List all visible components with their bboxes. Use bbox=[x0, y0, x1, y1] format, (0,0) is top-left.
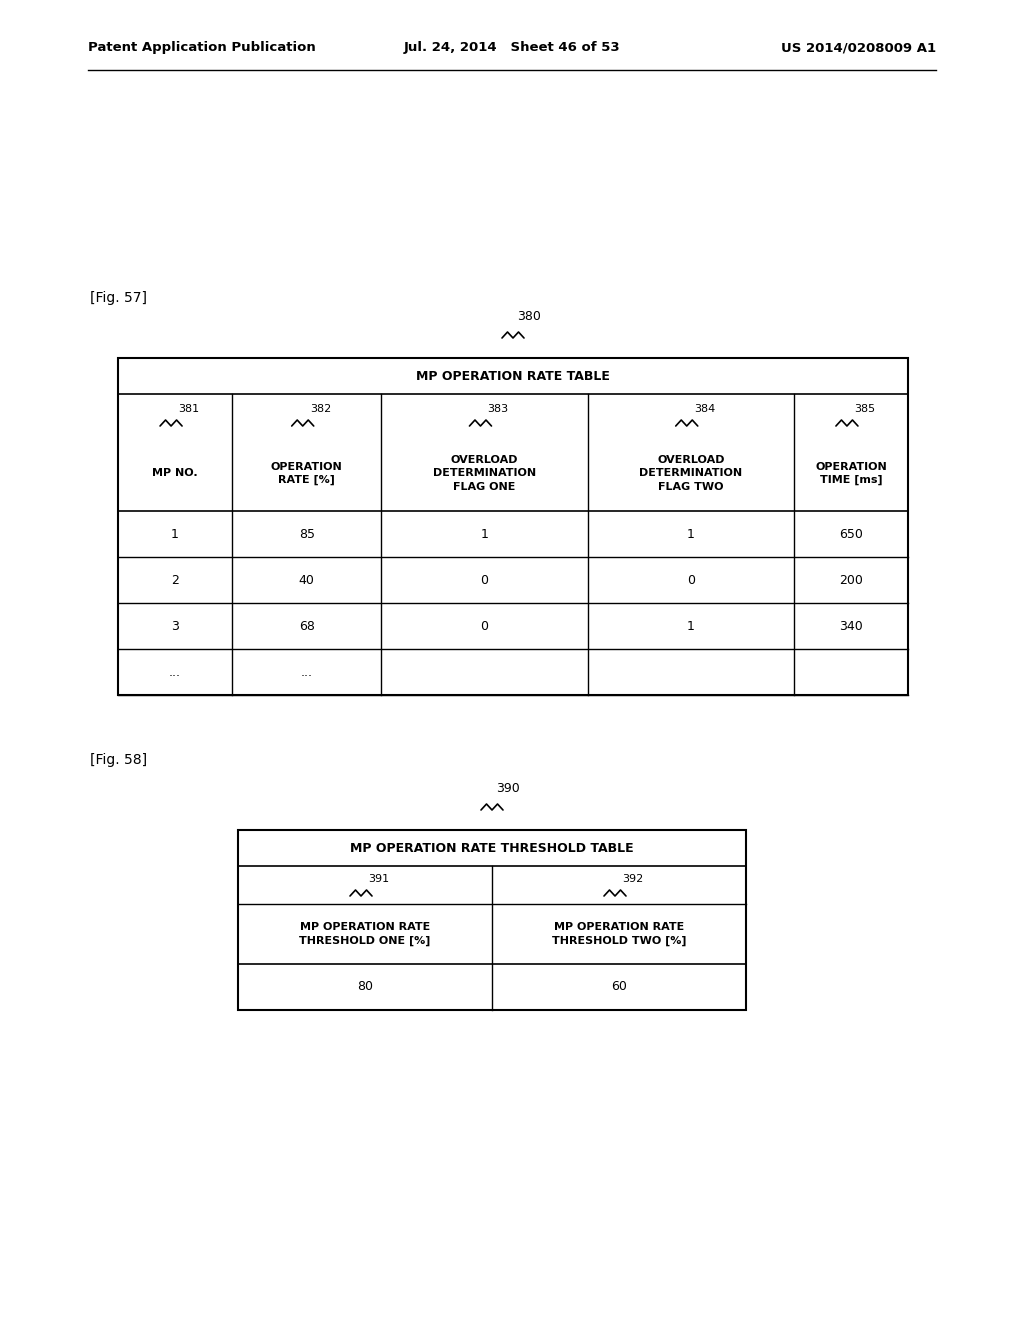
Text: 68: 68 bbox=[299, 619, 314, 632]
Text: 382: 382 bbox=[309, 404, 331, 414]
Text: [Fig. 58]: [Fig. 58] bbox=[90, 752, 147, 767]
Text: MP OPERATION RATE
THRESHOLD TWO [%]: MP OPERATION RATE THRESHOLD TWO [%] bbox=[552, 923, 686, 945]
Text: 200: 200 bbox=[839, 573, 863, 586]
Text: OPERATION
TIME [ms]: OPERATION TIME [ms] bbox=[815, 462, 887, 486]
Text: US 2014/0208009 A1: US 2014/0208009 A1 bbox=[781, 41, 936, 54]
Text: OVERLOAD
DETERMINATION
FLAG ONE: OVERLOAD DETERMINATION FLAG ONE bbox=[433, 455, 536, 492]
Text: Patent Application Publication: Patent Application Publication bbox=[88, 41, 315, 54]
Text: OPERATION
RATE [%]: OPERATION RATE [%] bbox=[270, 462, 343, 486]
Text: MP NO.: MP NO. bbox=[153, 469, 198, 479]
Text: 80: 80 bbox=[357, 981, 373, 994]
Text: 60: 60 bbox=[611, 981, 627, 994]
Text: 392: 392 bbox=[622, 874, 643, 884]
Text: [Fig. 57]: [Fig. 57] bbox=[90, 290, 147, 305]
Text: MP OPERATION RATE THRESHOLD TABLE: MP OPERATION RATE THRESHOLD TABLE bbox=[350, 842, 634, 854]
Text: 1: 1 bbox=[171, 528, 179, 540]
Text: ...: ... bbox=[301, 665, 312, 678]
Text: 0: 0 bbox=[480, 619, 488, 632]
Text: 650: 650 bbox=[839, 528, 863, 540]
Bar bbox=[118, 358, 908, 696]
Text: 3: 3 bbox=[171, 619, 179, 632]
Bar bbox=[238, 830, 746, 1010]
Text: Jul. 24, 2014   Sheet 46 of 53: Jul. 24, 2014 Sheet 46 of 53 bbox=[403, 41, 621, 54]
Text: 380: 380 bbox=[517, 309, 541, 322]
Text: 381: 381 bbox=[178, 404, 200, 414]
Text: ...: ... bbox=[169, 665, 181, 678]
Text: 340: 340 bbox=[839, 619, 863, 632]
Text: 40: 40 bbox=[299, 573, 314, 586]
Text: 385: 385 bbox=[854, 404, 876, 414]
Text: OVERLOAD
DETERMINATION
FLAG TWO: OVERLOAD DETERMINATION FLAG TWO bbox=[639, 455, 742, 492]
Text: MP OPERATION RATE
THRESHOLD ONE [%]: MP OPERATION RATE THRESHOLD ONE [%] bbox=[299, 923, 431, 945]
Text: 391: 391 bbox=[368, 874, 389, 884]
Text: MP OPERATION RATE TABLE: MP OPERATION RATE TABLE bbox=[416, 370, 610, 383]
Text: 0: 0 bbox=[480, 573, 488, 586]
Text: 85: 85 bbox=[299, 528, 314, 540]
Text: 1: 1 bbox=[687, 528, 694, 540]
Text: 1: 1 bbox=[687, 619, 694, 632]
Text: 1: 1 bbox=[480, 528, 488, 540]
Text: 0: 0 bbox=[687, 573, 694, 586]
Text: 390: 390 bbox=[496, 781, 520, 795]
Text: 383: 383 bbox=[487, 404, 509, 414]
Text: 384: 384 bbox=[693, 404, 715, 414]
Text: 2: 2 bbox=[171, 573, 179, 586]
